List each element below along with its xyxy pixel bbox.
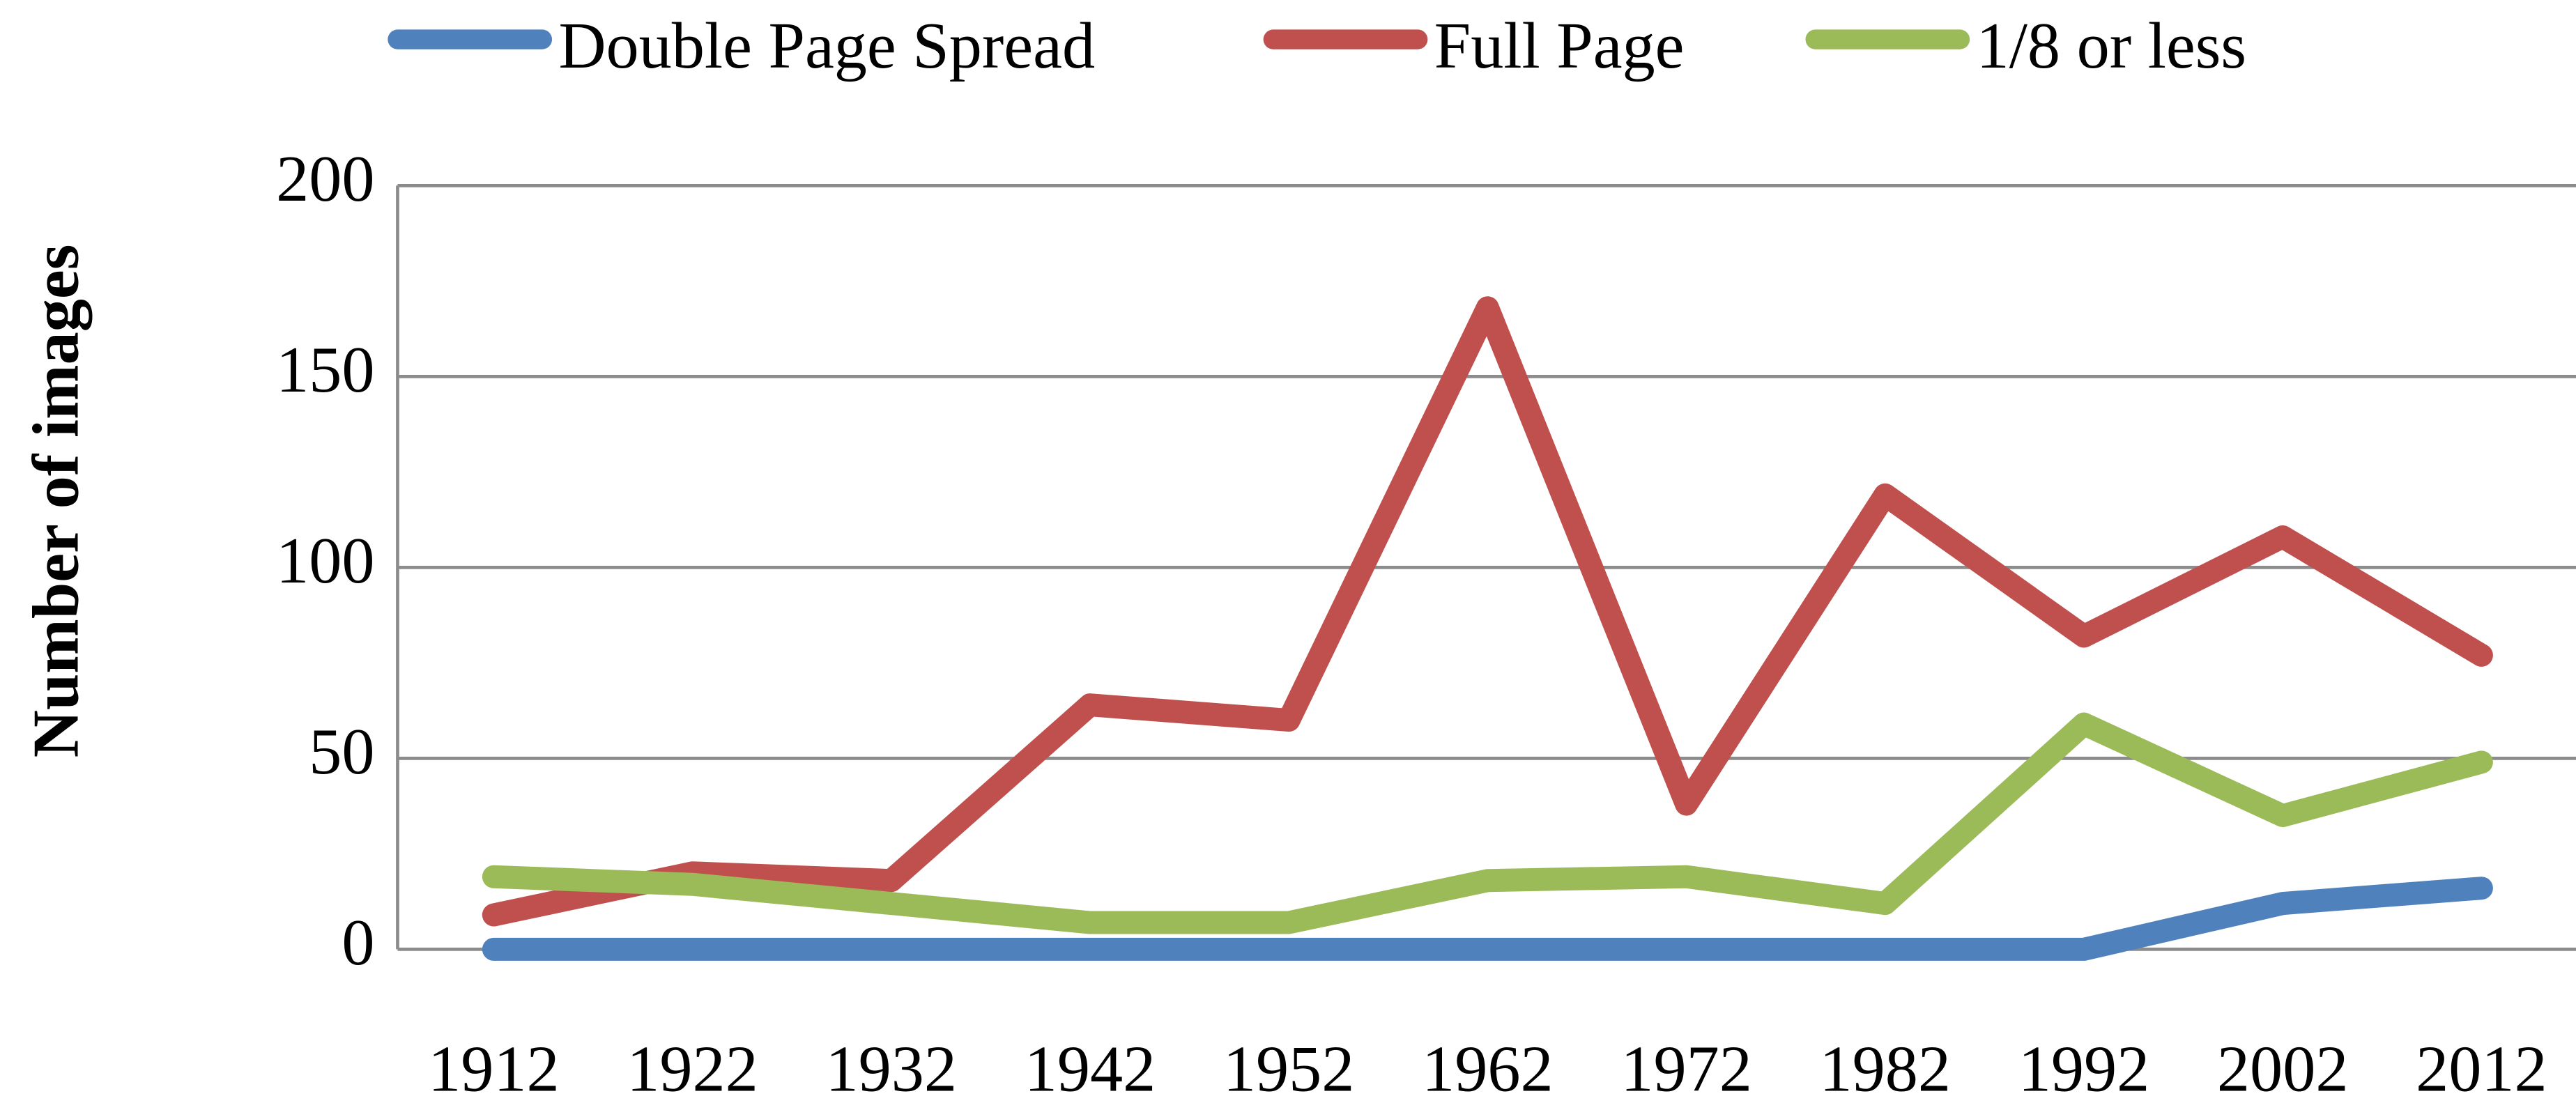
x-tick-label: 1972 <box>1620 1033 1752 1103</box>
x-tick-label: 1952 <box>1223 1033 1355 1103</box>
x-tick-label: 1942 <box>1025 1033 1156 1103</box>
y-tick-label: 0 <box>342 907 374 979</box>
legend-label: Full Page <box>1434 10 1685 82</box>
y-tick-label: 200 <box>276 143 374 215</box>
x-tick-label: 2012 <box>2416 1033 2547 1103</box>
legend-label: Double Page Spread <box>558 10 1095 82</box>
x-tick-label: 1992 <box>2018 1033 2150 1103</box>
y-tick-label: 150 <box>276 334 374 406</box>
series-line <box>482 712 2493 934</box>
x-tick-label: 2002 <box>2217 1033 2349 1103</box>
x-tick-label: 1962 <box>1422 1033 1554 1103</box>
series-line <box>482 296 2493 927</box>
y-axis-label: Number of images <box>20 245 92 758</box>
series-line <box>482 877 2493 961</box>
x-tick-label: 1932 <box>826 1033 958 1103</box>
legend-label: 1/8 or less <box>1977 10 2247 82</box>
x-tick-label: 1922 <box>627 1033 758 1103</box>
y-tick-label: 100 <box>276 525 374 597</box>
y-tick-label: 50 <box>309 716 374 788</box>
x-tick-label: 1912 <box>428 1033 560 1103</box>
x-tick-label: 1982 <box>1820 1033 1952 1103</box>
